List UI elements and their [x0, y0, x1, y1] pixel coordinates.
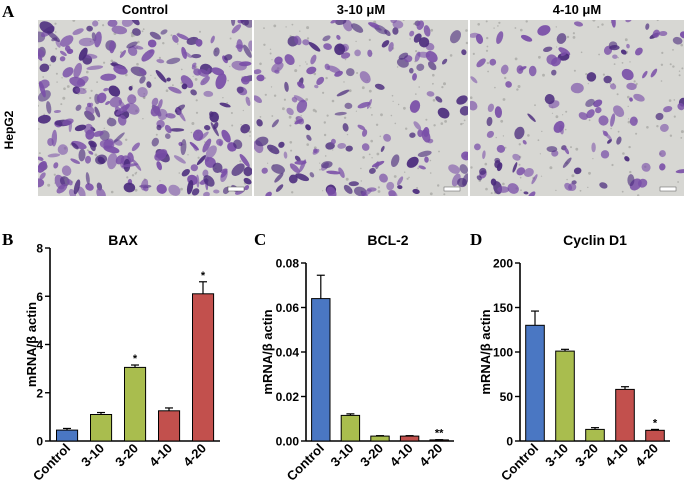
column-title-3-10: 3-10 μM [336, 2, 386, 17]
bar [555, 350, 575, 442]
bar [192, 293, 215, 442]
bar [158, 410, 181, 442]
y-tick-label: 0.06 [276, 301, 300, 315]
bar [124, 366, 147, 442]
x-tick-label: 3-20 [357, 441, 386, 470]
bar [585, 428, 605, 442]
y-tick-label: 0.04 [276, 346, 300, 360]
x-tick-label: 3-10 [78, 441, 107, 470]
y-tick-label: 4 [36, 338, 43, 352]
x-tick-label: 3-10 [328, 441, 357, 470]
significance-marker: * [653, 417, 658, 429]
y-tick-label: 0 [36, 435, 43, 449]
y-tick-label: 0.08 [276, 257, 300, 271]
bar [56, 429, 79, 442]
chart-cyclin-d1: Cyclin D1 mRNA/β actin 0 50 100 150 200 Control… [478, 232, 670, 484]
x-tick-label: 4-10 [387, 441, 416, 470]
x-tick-label: 3-20 [572, 441, 601, 470]
y-tick-label: 50 [500, 390, 514, 404]
bar [370, 435, 390, 442]
y-tick-label: 100 [493, 346, 513, 360]
micrograph-4-10 [470, 20, 684, 196]
x-tick-label: 3-10 [542, 441, 571, 470]
bar [90, 414, 113, 442]
chart-title: Cyclin D1 [563, 232, 627, 248]
bar [311, 298, 331, 442]
y-tick-label: 200 [493, 257, 513, 271]
x-tick-label: 4-20 [180, 441, 209, 470]
y-axis-label: mRNA/β actin [260, 309, 275, 394]
x-tick-label: Control [498, 441, 541, 484]
bar [399, 435, 420, 442]
chart-title: BCL-2 [367, 232, 408, 248]
panel-c-letter: C [254, 230, 267, 249]
y-tick-label: 2 [36, 386, 43, 400]
row-label-hepg2: HepG2 [2, 110, 16, 150]
micrograph-3-10 [254, 20, 468, 196]
chart-title: BAX [108, 232, 138, 248]
y-tick-label: 6 [36, 290, 43, 304]
y-tick-label: 0.00 [276, 435, 300, 449]
significance-marker: ** [435, 428, 444, 440]
panel-d-letter: D [470, 230, 483, 249]
column-title-control: Control [121, 2, 169, 17]
y-tick-label: 0 [506, 435, 513, 449]
x-tick-label: 4-20 [632, 441, 661, 470]
y-axis-label: mRNA/β actin [24, 302, 39, 387]
x-tick-label: 4-10 [146, 441, 175, 470]
bar [340, 414, 361, 442]
panel-a-letter: A [2, 2, 15, 21]
column-title-4-10: 4-10 μM [552, 2, 602, 17]
bar [525, 324, 545, 442]
micrograph-control [38, 20, 252, 196]
x-tick-label: 4-20 [416, 441, 445, 470]
significance-marker: * [133, 353, 138, 365]
y-axis-label: mRNA/β actin [478, 309, 493, 394]
x-tick-label: 3-20 [112, 441, 141, 470]
x-tick-label: 4-10 [602, 441, 631, 470]
bar [645, 429, 665, 442]
bar [615, 388, 635, 442]
y-tick-label: 8 [36, 242, 43, 256]
y-tick-label: 0.02 [276, 390, 300, 404]
significance-marker: * [201, 270, 206, 282]
y-tick-label: 150 [493, 301, 513, 315]
panel-b-letter: B [2, 230, 14, 249]
